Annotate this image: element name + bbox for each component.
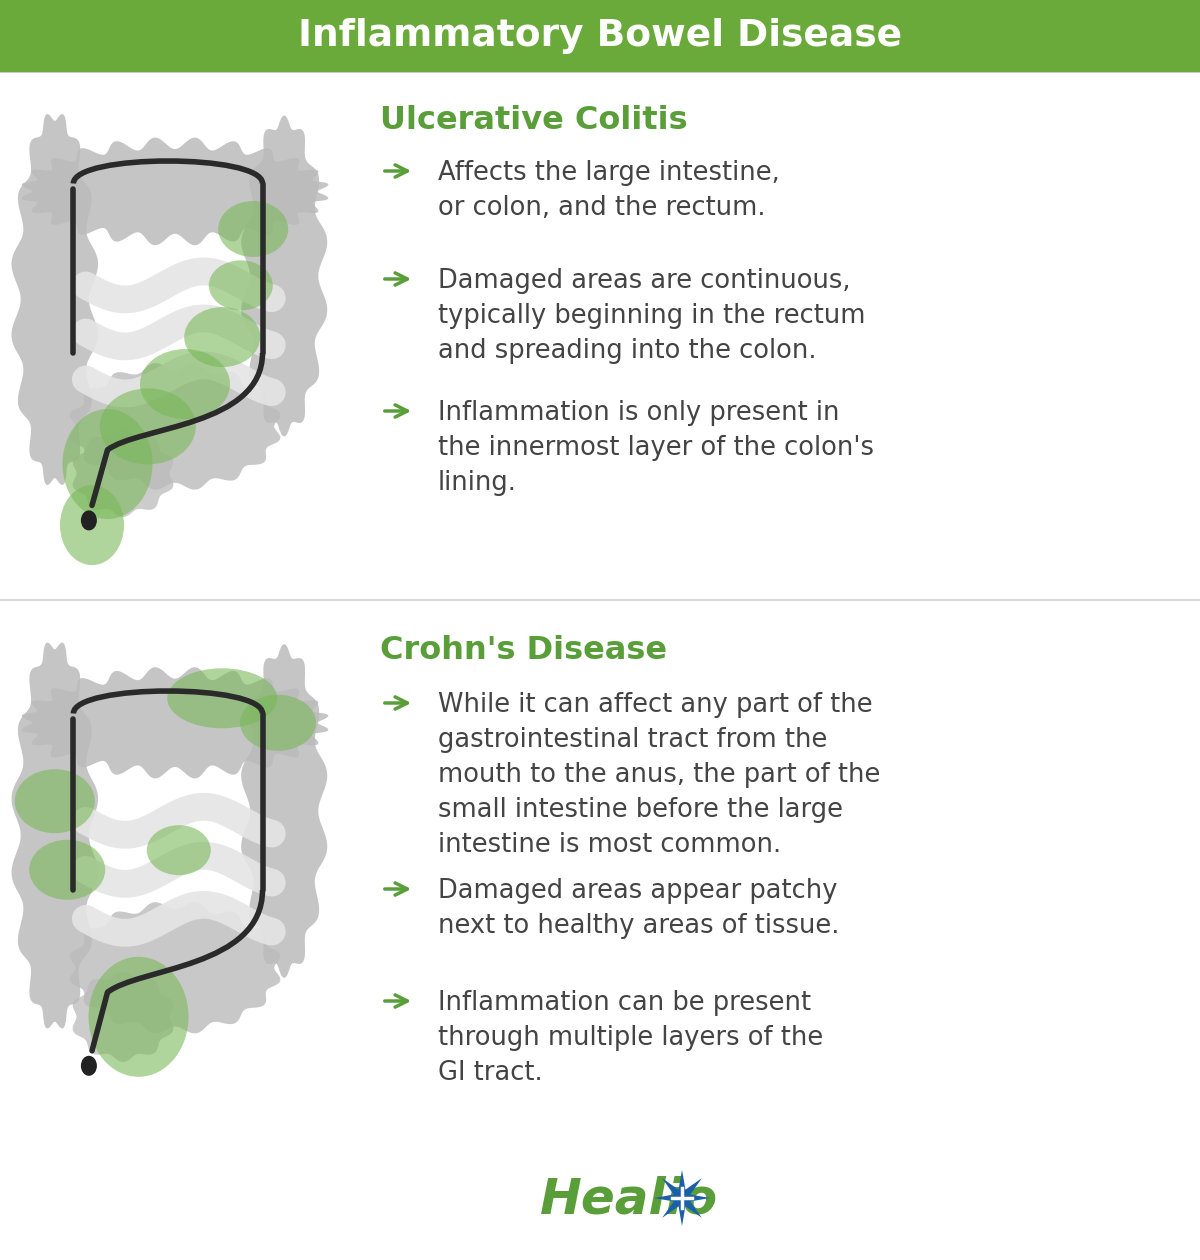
Text: Damaged areas are continuous,
typically beginning in the rectum
and spreading in: Damaged areas are continuous, typically … [438,268,865,364]
Polygon shape [70,363,281,490]
Polygon shape [73,971,173,1062]
FancyBboxPatch shape [0,0,1200,72]
Ellipse shape [167,668,277,728]
Text: Inflammation is only present in
the innermost layer of the colon's
lining.: Inflammation is only present in the inne… [438,399,874,496]
Polygon shape [241,116,328,436]
Text: Damaged areas appear patchy
next to healthy areas of tissue.: Damaged areas appear patchy next to heal… [438,878,839,939]
Ellipse shape [100,388,196,465]
Text: Inflammatory Bowel Disease: Inflammatory Bowel Disease [298,18,902,54]
FancyBboxPatch shape [0,72,1200,1260]
Ellipse shape [29,840,106,900]
Ellipse shape [240,694,316,751]
Ellipse shape [146,825,211,876]
Ellipse shape [62,410,152,519]
Ellipse shape [14,769,95,833]
Text: Ulcerative Colitis: Ulcerative Colitis [380,105,688,136]
Polygon shape [73,430,173,517]
Ellipse shape [218,202,288,257]
Text: Crohn's Disease: Crohn's Disease [380,635,667,667]
Ellipse shape [60,485,124,564]
Polygon shape [22,137,329,246]
Text: Healio: Healio [540,1176,718,1223]
Ellipse shape [89,956,188,1077]
Ellipse shape [80,510,97,530]
Polygon shape [70,902,281,1033]
Text: Inflammation can be present
through multiple layers of the
GI tract.: Inflammation can be present through mult… [438,990,823,1086]
Polygon shape [22,668,329,779]
Ellipse shape [185,307,260,367]
Polygon shape [12,115,98,485]
Ellipse shape [140,349,230,420]
Polygon shape [654,1171,710,1226]
Text: While it can affect any part of the
gastrointestinal tract from the
mouth to the: While it can affect any part of the gast… [438,692,881,858]
Text: Affects the large intestine,
or colon, and the rectum.: Affects the large intestine, or colon, a… [438,160,780,220]
Polygon shape [241,644,328,978]
Ellipse shape [209,261,272,310]
Polygon shape [12,643,98,1028]
Ellipse shape [80,1056,97,1076]
